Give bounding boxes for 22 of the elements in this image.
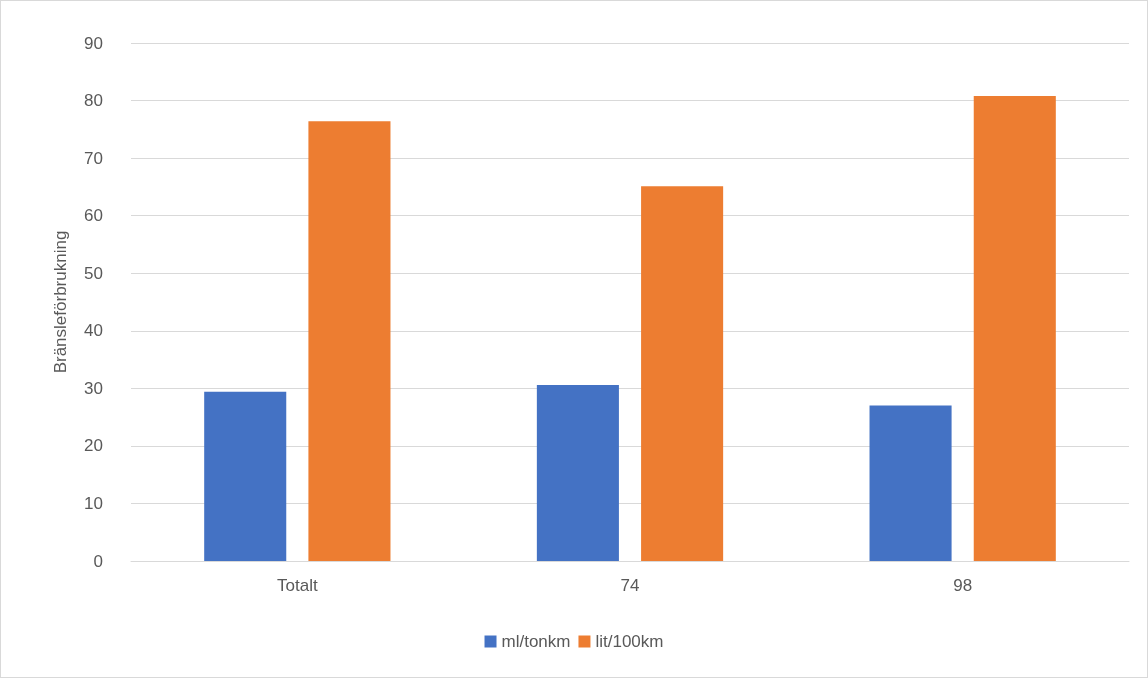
bar [641, 186, 724, 561]
y-tick-label: 0 [93, 551, 103, 571]
y-tick-label: 40 [84, 321, 103, 341]
bar [308, 121, 391, 561]
y-tick-label: 10 [84, 493, 103, 513]
y-axis-title: Bränsleförbrukning [51, 230, 70, 374]
y-tick-label: 30 [84, 378, 103, 398]
x-tick-label: Totalt [277, 576, 318, 595]
bar [536, 384, 619, 561]
legend-label: ml/tonkm [501, 632, 571, 651]
x-tick-label: 98 [953, 576, 973, 595]
bar [869, 405, 952, 561]
y-tick-label: 80 [84, 91, 103, 111]
y-tick-label: 60 [84, 206, 103, 226]
y-tick-label: 70 [84, 148, 103, 168]
bar [204, 391, 287, 561]
x-tick-label: 74 [620, 576, 640, 595]
y-tick-label: 50 [84, 263, 103, 283]
y-tick-label: 20 [84, 436, 103, 456]
bar [973, 95, 1056, 561]
legend-label: lit/100km [595, 632, 664, 651]
y-tick-label: 90 [84, 33, 103, 53]
